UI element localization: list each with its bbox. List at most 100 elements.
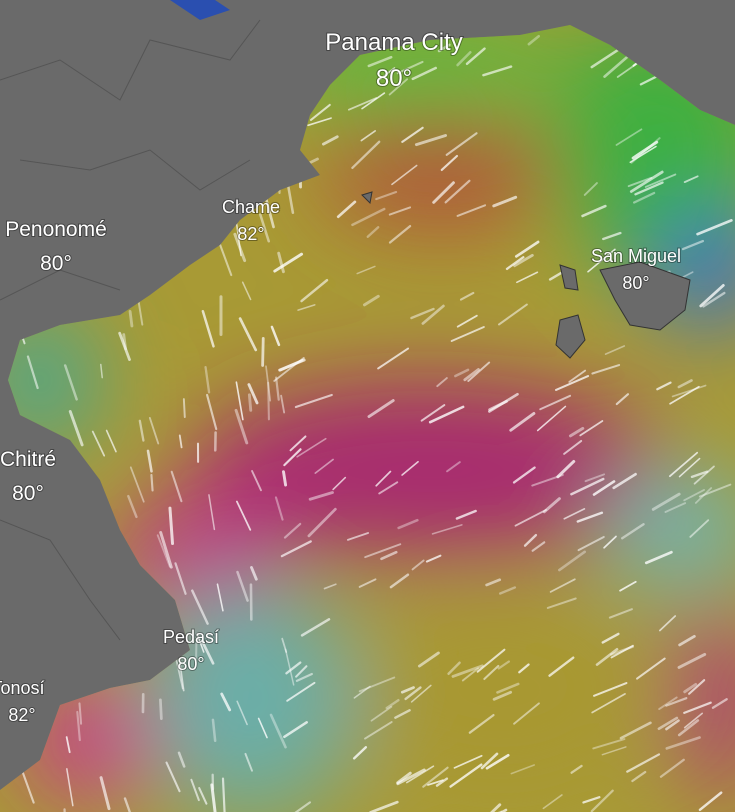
place-temp: 80° [376,65,412,92]
wind-streak [590,48,620,69]
wind-streak [314,458,334,474]
wind-streak [669,385,700,405]
wind-streak [273,252,304,273]
wind-streak [665,697,688,707]
wind-streak [688,679,706,695]
wind-streak [549,578,576,593]
wind-streak [277,251,285,274]
wind-streak [570,477,605,496]
wind-streak [436,377,448,388]
wind-streak [496,682,520,694]
wind-streak [370,705,393,722]
wind-streak [499,586,517,595]
wind-streak [380,550,398,561]
wind-streak [432,181,455,204]
wind-streak [711,698,728,709]
wind-streak [401,460,419,476]
wind-streak [447,661,461,676]
wind-streak [159,531,173,569]
wind-streak [351,207,386,227]
wind-streak [702,291,726,308]
wind-streak [391,164,418,186]
wind-streak [257,717,268,739]
place-name: Chitré [0,448,56,471]
wind-streak [105,429,117,453]
wind-streak [241,281,252,301]
wind-streak [66,768,74,807]
wind-streak [476,648,506,673]
wind-streak [463,368,480,382]
wind-streak [555,375,590,391]
wind-streak [510,764,535,775]
wind-streak [364,543,402,559]
wind-streak [699,284,725,308]
wind-streak [480,752,499,770]
wind-streak [417,651,440,668]
borders [0,19,261,641]
wind-streak [451,664,484,678]
wind-streak [485,578,502,587]
place-name: Panama City [325,29,462,56]
lake [170,0,230,20]
wind-streak [353,685,371,699]
wind-streak [659,758,685,778]
wind-streak [351,140,381,170]
wind-streak [449,763,483,788]
wind-streak [518,663,530,674]
wind-streak [689,519,710,538]
wind-streak [459,291,475,301]
wind-streak [247,393,253,412]
wind-streak [696,219,733,236]
wind-streak [307,117,332,127]
wind-streak [601,746,627,756]
wind-streak [332,476,347,491]
wind-streak [608,608,633,619]
wind-streak [369,800,399,812]
wind-streak [281,637,288,653]
wind-streak [360,130,376,142]
place-labels: Panama City 80° Chame 82° Penonomé 80° S… [0,28,682,726]
wind-streak [677,379,693,389]
wind-streak [444,179,471,204]
wind-streak [612,472,637,490]
wind-streak [576,511,604,523]
place-temp: 82° [237,224,264,244]
wind-streak [128,310,134,328]
wind-streak [468,713,495,734]
wind-streak [123,797,131,812]
wind-streak [283,721,308,739]
wind-streak [593,682,628,697]
wind-streak [235,218,242,257]
islands [361,191,691,359]
place-name: Penonomé [5,218,107,241]
wind-streak [631,140,659,160]
wind-streak [275,376,280,401]
wind-streak [76,710,81,742]
wind-streak [300,278,329,303]
wind-streak [548,656,575,677]
wind-streak [615,393,630,406]
wind-streak [683,712,704,729]
wind-streak [236,500,252,531]
wind-streak [308,491,334,501]
wind-streak [280,540,312,558]
wind-streak [581,204,607,218]
wind-streak [385,698,400,710]
wind-streak [568,426,585,438]
wind-streak [375,470,392,487]
wind-streak [619,721,652,740]
wind-streak [204,365,211,394]
wind-streak [636,657,666,680]
wind-streak [450,326,485,343]
wind-streak [377,347,410,370]
wind-streak [294,393,333,409]
wind-streak [150,473,154,492]
wind-streak [584,473,606,483]
wind-streak [505,256,525,271]
wind-streak [509,411,536,432]
wind-streak [542,497,561,514]
place-temp: 82° [8,705,35,725]
wind-streak [633,191,656,204]
wind-streak [615,128,643,146]
